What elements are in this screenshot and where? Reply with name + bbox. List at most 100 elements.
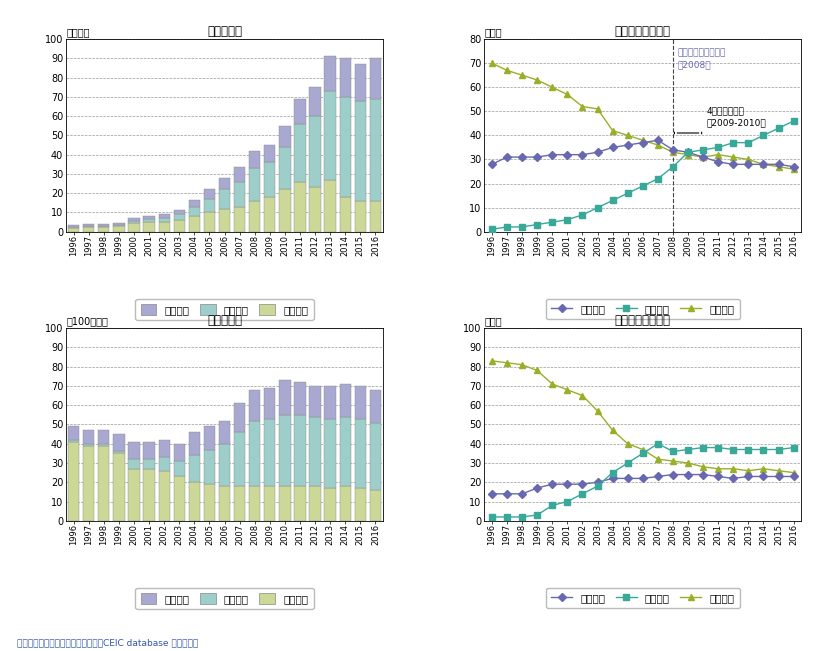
Text: （％）: （％）	[484, 316, 502, 326]
Bar	[68, 442, 79, 521]
民営企業	[729, 139, 738, 146]
外資企業	[668, 146, 678, 154]
Line: 国有企業: 国有企業	[489, 358, 796, 475]
外資企業	[758, 160, 768, 168]
民営企業	[743, 139, 753, 146]
Bar	[339, 417, 351, 486]
民営企業	[653, 440, 662, 448]
Bar	[204, 484, 215, 521]
Bar	[188, 455, 200, 482]
Legend: 外資企業, 民営企業, 国有企業: 外資企業, 民営企業, 国有企業	[135, 299, 314, 320]
Bar	[354, 64, 366, 101]
外資企業	[592, 478, 602, 486]
外資企業	[714, 473, 724, 480]
Bar	[370, 390, 381, 422]
国有企業	[517, 72, 527, 79]
Bar	[159, 222, 170, 232]
Bar	[219, 444, 230, 486]
Text: 中国国家統計局『中国統計年鑑』、CEIC database から作成。: 中国国家統計局『中国統計年鑑』、CEIC database から作成。	[17, 639, 197, 648]
民営企業	[608, 469, 618, 477]
外資企業	[683, 148, 693, 156]
Bar	[354, 201, 366, 232]
Bar	[370, 99, 381, 201]
Bar	[128, 459, 140, 469]
Bar	[234, 182, 245, 207]
Bar	[144, 459, 154, 469]
国有企業	[608, 127, 618, 135]
外資企業	[577, 151, 587, 159]
民営企業	[789, 117, 799, 125]
Bar	[354, 488, 366, 521]
Bar	[188, 482, 200, 521]
Text: （兆元）: （兆元）	[66, 27, 89, 37]
Bar	[128, 469, 140, 521]
Bar	[219, 189, 230, 208]
Bar	[68, 426, 79, 440]
Legend: 外資企業, 民営企業, 国有企業: 外資企業, 民営企業, 国有企業	[546, 299, 739, 319]
民営企業	[502, 223, 512, 231]
外資企業	[502, 490, 512, 498]
Bar	[98, 446, 110, 521]
国有企業	[698, 153, 708, 161]
Bar	[219, 208, 230, 232]
Bar	[339, 197, 351, 232]
国有企業	[563, 386, 572, 394]
Bar	[264, 419, 275, 486]
国有企業	[548, 380, 558, 388]
外資企業	[517, 490, 527, 498]
国有企業	[743, 467, 753, 475]
Bar	[188, 200, 200, 207]
民営企業	[608, 197, 618, 204]
Bar	[144, 469, 154, 521]
Bar	[173, 214, 185, 220]
Bar	[173, 461, 185, 477]
民営企業	[638, 182, 648, 190]
民営企業	[577, 490, 587, 498]
Bar	[83, 224, 94, 226]
Bar	[144, 222, 154, 232]
外資企業	[653, 473, 662, 480]
Bar	[310, 187, 320, 232]
外資企業	[638, 475, 648, 482]
Bar	[279, 126, 291, 147]
Bar	[219, 486, 230, 521]
外資企業	[698, 471, 708, 478]
民営企業	[758, 132, 768, 139]
Bar	[204, 426, 215, 449]
外資企業	[789, 163, 799, 171]
Legend: 外資企業, 民営企業, 国有企業: 外資企業, 民営企業, 国有企業	[546, 588, 739, 608]
外資企業	[608, 144, 618, 152]
Bar	[173, 220, 185, 232]
国有企業	[623, 440, 633, 448]
Bar	[264, 162, 275, 197]
Bar	[294, 382, 306, 415]
Bar	[113, 226, 125, 232]
国有企業	[638, 445, 648, 453]
Bar	[294, 124, 306, 182]
民営企業	[592, 204, 602, 212]
Title: （雇用者シェア）: （雇用者シェア）	[615, 314, 671, 327]
Bar	[339, 97, 351, 197]
Bar	[249, 151, 260, 168]
外資企業	[548, 480, 558, 488]
Bar	[325, 91, 336, 180]
Bar	[128, 221, 140, 223]
国有企業	[592, 105, 602, 113]
外資企業	[743, 473, 753, 480]
国有企業	[743, 156, 753, 163]
Title: （雇用者）: （雇用者）	[207, 314, 242, 327]
Bar	[325, 419, 336, 488]
Bar	[279, 380, 291, 415]
Bar	[173, 210, 185, 214]
Bar	[234, 207, 245, 232]
Bar	[234, 167, 245, 182]
Title: （売上額シェア）: （売上額シェア）	[615, 25, 671, 38]
外資企業	[729, 160, 738, 168]
外資企業	[653, 136, 662, 144]
Bar	[83, 430, 94, 444]
Bar	[144, 442, 154, 459]
民営企業	[714, 144, 724, 152]
Bar	[370, 490, 381, 521]
Bar	[159, 471, 170, 521]
国有企業	[502, 359, 512, 367]
